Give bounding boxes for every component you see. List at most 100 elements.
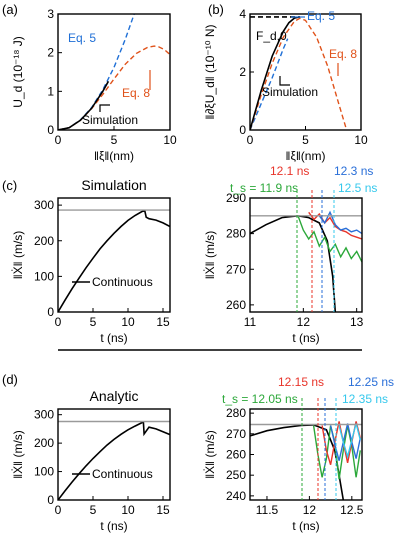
series-line-continuous	[58, 209, 170, 312]
plot-frame	[57, 408, 171, 501]
chart-panel-1: 0 5 10 0 1 2 3 ‖ξ‖(nm) U_d (10⁻¹⁸ J) (a)	[2, 2, 177, 163]
annotation-eq8: Eq. 8	[329, 47, 357, 61]
y-axis-label: ‖Ẋ‖ (m/s)	[203, 231, 217, 280]
y-tick-label: 290	[226, 191, 246, 205]
series-group	[58, 420, 170, 500]
y-tick-label: 280	[226, 227, 246, 241]
y-tick-label: 300	[34, 408, 54, 422]
y-tick-label: 260	[226, 298, 246, 312]
y-axis-label: U_d (10⁻¹⁸ J)	[11, 36, 25, 107]
x-tick-label: 13	[350, 315, 364, 329]
x-tick-label: 11.5	[256, 503, 279, 517]
series-line-simulation	[58, 80, 110, 130]
y-tick-label: 2	[47, 46, 54, 60]
panel-label: (c)	[2, 178, 17, 193]
y-axis-label: ‖Ẋ‖ (m/s)	[11, 231, 25, 280]
annotation-eq8: Eq. 8	[122, 86, 150, 100]
annotation-timing: 12.5 ns	[338, 181, 377, 195]
y-tick-label: 100	[34, 465, 54, 479]
x-tick-label: 5	[111, 133, 118, 147]
series-line-continuous	[58, 420, 170, 500]
x-axis-label: t (ns)	[292, 519, 319, 533]
annotation-timing: 12.1 ns	[270, 164, 309, 178]
chart-panel-5: 0 5 10 15 0 100 200 300 t (ns) ‖Ẋ‖ (m/s) (d) Analyt…	[2, 372, 171, 533]
series-line-trace-4	[338, 423, 361, 460]
y-tick-label: 270	[226, 262, 246, 276]
x-tick-label: 15	[156, 315, 170, 329]
y-tick-label: 200	[34, 436, 54, 450]
annotation-continuous: Continuous	[92, 467, 153, 481]
y-tick-label: 0	[239, 123, 246, 137]
x-tick-label: 5	[90, 503, 97, 517]
y-tick-label: 300	[34, 198, 54, 212]
panel-title: Simulation	[81, 177, 146, 193]
y-tick-label: 0	[47, 123, 54, 137]
panel-label: (b)	[208, 2, 224, 17]
y-axis-label: ‖Ẋ‖ (m/s)	[203, 430, 217, 479]
series-line-trace-3	[329, 423, 361, 461]
chart-panel-6: 11.5 12 12.5 240 250 260 270 280 t (ns) ‖Ẋ‖ (m/s)	[203, 406, 364, 533]
plot-frame	[249, 197, 363, 313]
annotation-timing: 12.15 ns	[278, 375, 324, 389]
series-line-simulation	[250, 16, 301, 130]
y-tick-label: 280	[226, 406, 246, 420]
panel-title: Analytic	[89, 388, 138, 404]
y-axis-label: ‖Ẋ‖ (m/s)	[11, 430, 25, 479]
annotation-simulation: Simulation	[262, 85, 318, 99]
annotation-eq5: Eq. 5	[68, 31, 96, 45]
x-axis-label: t (ns)	[100, 519, 127, 533]
y-tick-label: 240	[226, 489, 246, 503]
x-tick-label: 10	[121, 315, 135, 329]
annotation-timing: t_s = 11.9 ns	[230, 181, 298, 195]
y-tick-label: 260	[226, 448, 246, 462]
y-tick-label: 0	[47, 493, 54, 507]
x-axis-label: t (ns)	[292, 331, 319, 345]
annotation-continuous: Continuous	[92, 275, 153, 289]
x-tick-label: 5	[302, 133, 309, 147]
y-tick-label: 1	[47, 84, 54, 98]
chart-panel-2: 0 5 10 0 2 4 ‖ξ‖(nm) ‖∂ξU_d‖ (10⁻¹⁰ N) (b)	[203, 2, 368, 163]
annotation-eq5: Eq. 5	[307, 9, 335, 23]
chart-panel-3: 0 5 10 15 0 100 200 300 t (ns) ‖Ẋ‖ (m/s) (c) Simula…	[2, 177, 171, 345]
panel-label: (a)	[2, 2, 18, 17]
y-tick-label: 100	[34, 269, 54, 283]
x-tick-label: 12	[303, 503, 317, 517]
series-line-trace-3	[318, 210, 362, 235]
annotation-arrow	[279, 76, 290, 86]
annotation-timing: 12.25 ns	[348, 375, 394, 389]
series-line-eq-8	[250, 17, 348, 130]
x-tick-label: 11	[244, 315, 257, 329]
x-tick-label: 0	[55, 133, 62, 147]
series-line-eq-5	[250, 38, 289, 130]
chart-panel-4: 11 12 13 260 270 280 290 t (ns) ‖Ẋ‖ (m/s)	[203, 191, 364, 345]
x-tick-label: 0	[55, 503, 62, 517]
y-tick-label: 200	[34, 234, 54, 248]
y-tick-label: 270	[226, 427, 246, 441]
series-group	[250, 210, 362, 312]
y-tick-label: 250	[226, 468, 246, 482]
y-tick-label: 3	[47, 7, 54, 21]
series-group	[58, 14, 170, 130]
y-tick-label: 2	[239, 65, 246, 79]
series-line-trace-1	[312, 425, 361, 480]
annotation-timing: 12.35 ns	[342, 392, 388, 406]
x-tick-label: 5	[90, 315, 97, 329]
x-tick-label: 10	[354, 133, 368, 147]
series-line-trace-1	[297, 215, 362, 263]
x-tick-label: 0	[247, 133, 254, 147]
series-group	[58, 209, 170, 312]
series-line-trace-0	[250, 214, 337, 312]
x-tick-label: 12.5	[340, 503, 364, 517]
x-tick-label: 10	[121, 503, 135, 517]
annotation-fd0: F_d,0	[256, 29, 287, 43]
annotation-simulation: Simulation	[82, 113, 138, 127]
x-tick-label: 0	[55, 315, 62, 329]
plot-frame	[57, 197, 171, 313]
annotation-timing: 12.3 ns	[334, 164, 373, 178]
x-tick-label: 10	[163, 133, 177, 147]
annotation-arrow	[99, 104, 110, 112]
panel-label: (d)	[2, 372, 18, 387]
y-tick-label: 4	[239, 7, 246, 21]
x-tick-label: 12	[297, 315, 311, 329]
x-axis-label: ‖ξ‖(nm)	[94, 149, 134, 163]
